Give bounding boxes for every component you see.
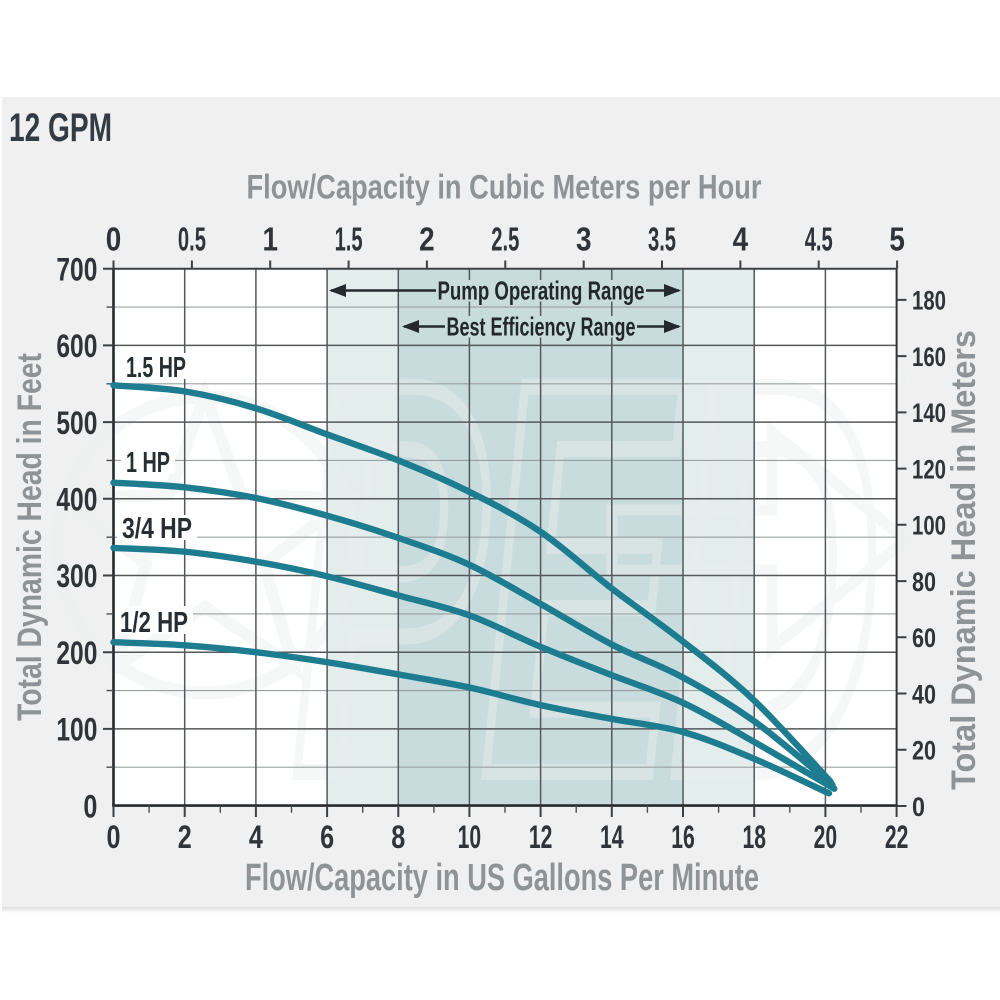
svg-text:2.5: 2.5 [491,220,519,257]
svg-text:0: 0 [83,788,97,824]
svg-text:200: 200 [56,635,97,671]
svg-text:6: 6 [320,819,334,855]
svg-text:100: 100 [912,511,946,541]
svg-text:20: 20 [814,819,838,855]
svg-text:160: 160 [912,342,946,372]
svg-text:Best Efficiency Range: Best Efficiency Range [447,312,636,342]
svg-text:40: 40 [912,679,936,709]
svg-text:8: 8 [391,819,405,855]
svg-text:Flow/Capacity in US Gallons Pe: Flow/Capacity in US Gallons Per Minute [245,857,759,899]
svg-text:700: 700 [56,251,97,287]
svg-text:Total Dynamic Head in Meters: Total Dynamic Head in Meters [945,330,983,790]
svg-text:12: 12 [529,819,553,855]
svg-text:Total Dynamic Head in Feet: Total Dynamic Head in Feet [11,353,49,721]
svg-text:0: 0 [106,220,122,257]
svg-text:180: 180 [912,286,946,316]
svg-text:0: 0 [107,819,121,855]
svg-text:18: 18 [742,819,766,855]
svg-text:1: 1 [262,220,278,257]
svg-text:0: 0 [912,792,925,822]
svg-text:14: 14 [600,819,624,855]
svg-text:4: 4 [733,220,749,257]
svg-text:3.5: 3.5 [648,220,676,257]
svg-text:1.5: 1.5 [335,220,363,257]
svg-text:4.5: 4.5 [805,220,833,257]
svg-text:60: 60 [912,623,936,653]
svg-text:120: 120 [912,454,946,484]
svg-text:10: 10 [458,819,482,855]
svg-text:100: 100 [56,712,97,748]
svg-text:2: 2 [178,819,192,855]
svg-text:4: 4 [249,819,263,855]
svg-text:600: 600 [56,328,97,364]
svg-text:16: 16 [671,819,695,855]
svg-text:22: 22 [885,819,909,855]
svg-text:2: 2 [419,220,435,257]
svg-text:20: 20 [912,736,936,766]
svg-text:5: 5 [889,220,905,257]
svg-text:12 GPM: 12 GPM [9,106,112,150]
svg-text:140: 140 [912,398,946,428]
svg-text:3/4 HP: 3/4 HP [122,513,192,545]
svg-text:400: 400 [56,482,97,518]
svg-text:500: 500 [56,405,97,441]
svg-text:PED: PED [292,265,875,891]
svg-text:1 HP: 1 HP [126,447,170,479]
svg-text:R: R [910,368,923,388]
svg-text:80: 80 [912,567,936,597]
svg-text:1/2 HP: 1/2 HP [120,607,188,639]
svg-text:3: 3 [576,220,592,257]
svg-text:Pump Operating Range: Pump Operating Range [438,276,645,306]
svg-text:0.5: 0.5 [178,220,206,257]
svg-text:Flow/Capacity in Cubic Meters: Flow/Capacity in Cubic Meters per Hour [247,168,762,206]
svg-text:300: 300 [56,558,97,594]
svg-text:1.5 HP: 1.5 HP [126,352,186,384]
